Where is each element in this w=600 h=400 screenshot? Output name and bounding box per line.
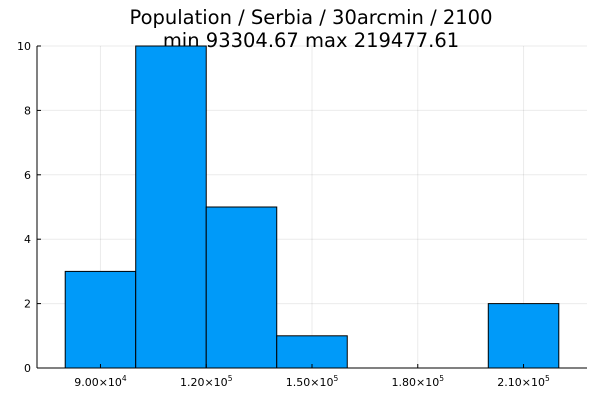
y-tick-label: 6: [24, 169, 31, 182]
histogram-bar: [135, 45, 207, 369]
y-tick-label: 10: [17, 40, 31, 53]
histogram-bar: [276, 335, 348, 369]
chart-title-line-1: Population / Serbia / 30arcmin / 2100: [130, 6, 493, 29]
histogram-bar: [64, 270, 137, 369]
x-tick-label: 2.10×105: [497, 374, 550, 389]
histogram-bar: [205, 206, 278, 369]
x-tick-label: 1.80×105: [392, 374, 445, 389]
x-tick-label: 1.20×105: [180, 374, 233, 389]
x-tick-label: 1.50×105: [286, 374, 339, 389]
y-tick-label: 0: [24, 362, 31, 375]
y-tick-label: 2: [24, 298, 31, 311]
histogram-bar: [487, 303, 560, 369]
y-tick-label: 8: [24, 104, 31, 117]
y-axis-ticks: 0 2 4 6 8 10: [17, 40, 41, 375]
x-axis-ticks: 9.00×104 1.20×105 1.50×105 1.80×105 2.10×105: [74, 364, 550, 389]
x-tick-label: 9.00×104: [74, 374, 127, 389]
chart-title-line-2: min 93304.67 max 219477.61: [163, 29, 459, 52]
y-tick-label: 4: [24, 233, 31, 246]
histogram-bars: [64, 45, 560, 369]
